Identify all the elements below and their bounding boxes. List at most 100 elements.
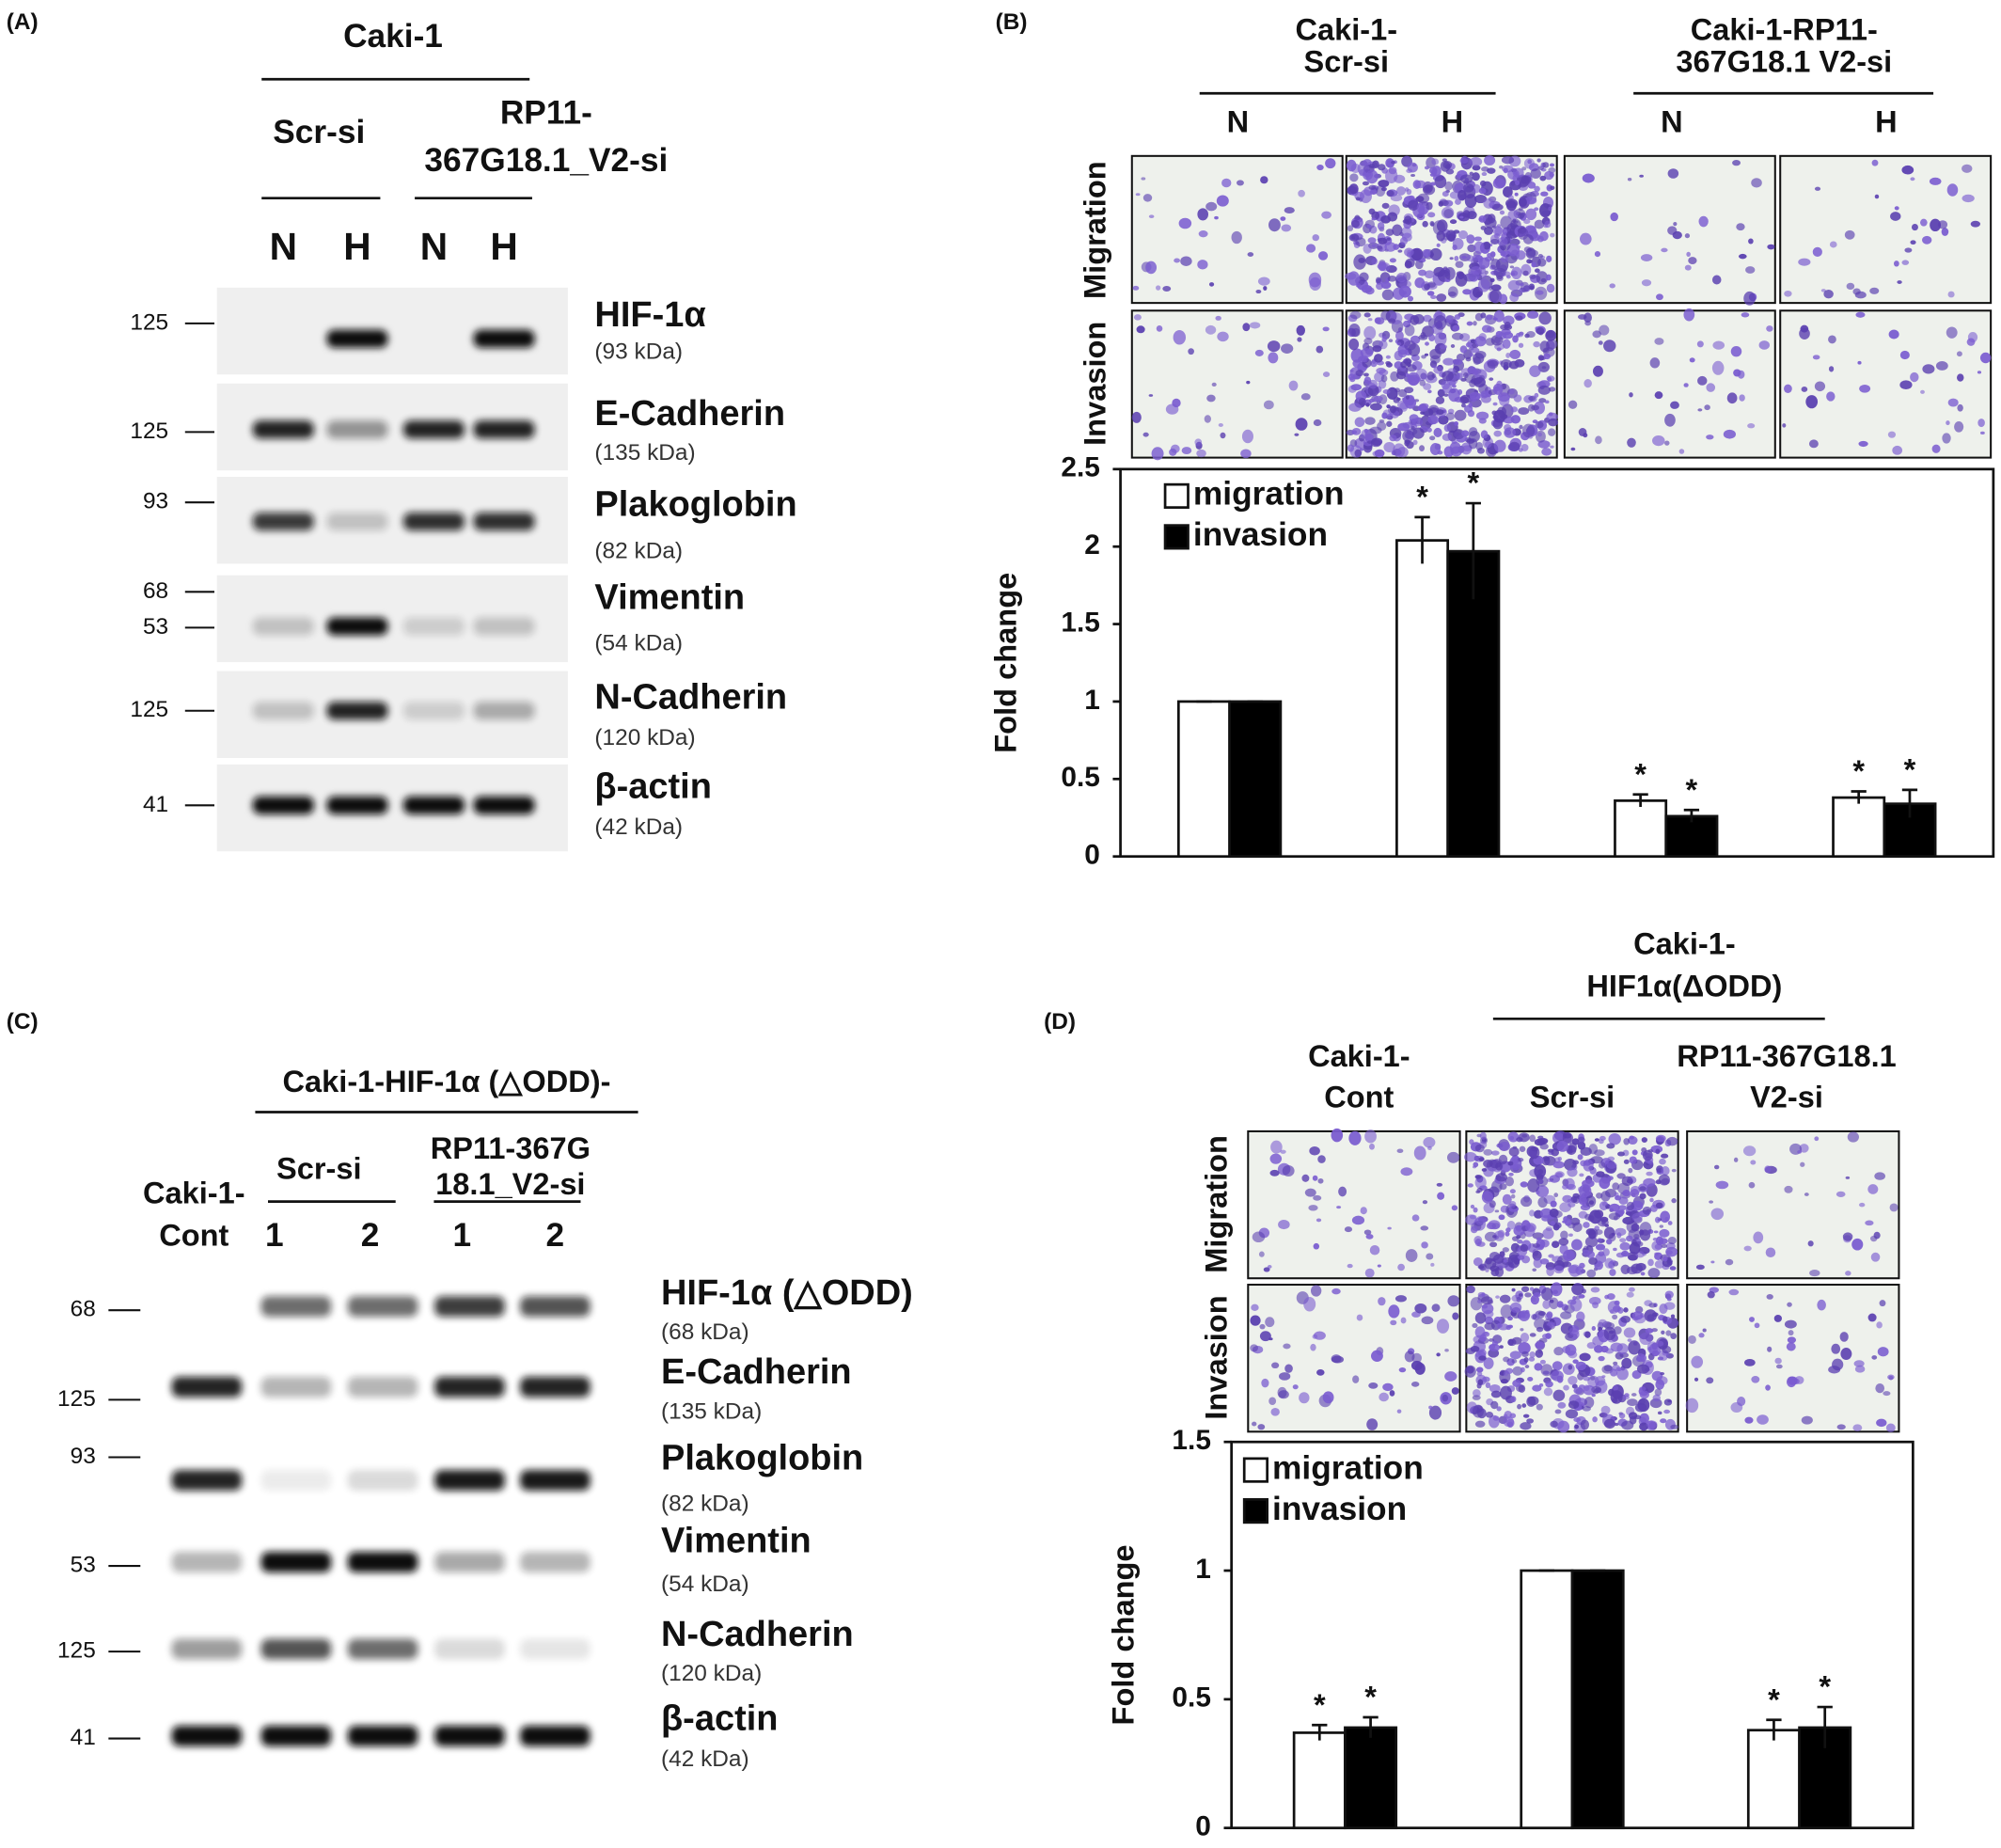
cell xyxy=(1141,177,1146,181)
cell xyxy=(1867,1313,1877,1322)
marker-label: 53 xyxy=(71,1552,96,1577)
cell xyxy=(1662,1345,1672,1354)
marker-label: 125 xyxy=(57,1386,96,1412)
cell xyxy=(1610,212,1618,222)
cell xyxy=(1544,400,1550,404)
cell xyxy=(1655,1134,1666,1143)
cell xyxy=(1453,229,1460,234)
protein-size: (120 kDa) xyxy=(594,725,695,750)
band xyxy=(326,796,388,814)
cell xyxy=(1449,219,1457,225)
cell xyxy=(1363,372,1369,377)
cell xyxy=(1582,1405,1591,1412)
cell xyxy=(1537,1137,1549,1145)
cell xyxy=(1268,218,1281,232)
cell xyxy=(1371,258,1379,265)
band xyxy=(171,1470,243,1491)
cell xyxy=(1518,407,1530,416)
cell xyxy=(1600,1191,1611,1202)
cell xyxy=(1609,1203,1620,1212)
cell xyxy=(1661,1243,1667,1249)
row-label: Migration xyxy=(1199,1135,1234,1273)
cell xyxy=(1475,411,1489,420)
cell xyxy=(1252,1231,1266,1243)
cell xyxy=(1773,1314,1782,1322)
cell xyxy=(1568,1350,1578,1359)
cell xyxy=(1567,1299,1577,1305)
cell xyxy=(1370,403,1382,411)
cell xyxy=(1751,178,1762,188)
micrograph xyxy=(1779,309,1993,459)
cell xyxy=(1250,1315,1261,1326)
cell xyxy=(1174,258,1181,263)
cell xyxy=(1736,223,1745,231)
cell xyxy=(1931,444,1941,453)
cell xyxy=(1499,394,1510,407)
cell xyxy=(1534,219,1545,229)
cell xyxy=(1361,356,1367,363)
cell xyxy=(1520,1311,1531,1319)
cell xyxy=(1640,1271,1646,1276)
cell xyxy=(1442,433,1453,441)
cell xyxy=(1349,173,1359,182)
cell xyxy=(1316,1369,1325,1376)
cell xyxy=(1787,1336,1797,1344)
cell xyxy=(1766,1293,1773,1300)
cell xyxy=(1519,197,1527,207)
cell xyxy=(1488,1220,1501,1230)
cell xyxy=(1527,159,1533,165)
band xyxy=(260,1470,332,1491)
cell xyxy=(1625,1210,1632,1216)
cell xyxy=(1757,1414,1769,1425)
cell xyxy=(1280,216,1286,221)
cell xyxy=(1270,1407,1280,1416)
cell xyxy=(1458,229,1468,240)
cell xyxy=(1217,331,1229,342)
cell xyxy=(1423,383,1432,390)
cell xyxy=(1583,1376,1591,1382)
cell xyxy=(1411,1214,1420,1222)
cell xyxy=(1434,315,1447,330)
cell xyxy=(1798,258,1811,266)
cell xyxy=(1284,1364,1293,1373)
cell xyxy=(1606,1293,1615,1301)
cell xyxy=(1550,445,1554,449)
cell xyxy=(1355,237,1366,247)
cell xyxy=(1683,308,1695,322)
protein-name: HIF-1α (△ODD) xyxy=(661,1273,913,1313)
cell xyxy=(1667,1237,1677,1245)
cell xyxy=(1499,1345,1504,1349)
band xyxy=(520,1638,591,1660)
cell xyxy=(1487,359,1499,369)
cell xyxy=(1653,1230,1659,1234)
cell xyxy=(1518,207,1523,212)
cell xyxy=(1388,1304,1400,1319)
cell xyxy=(1491,1340,1499,1347)
cell xyxy=(1574,1424,1579,1429)
cell xyxy=(1532,1250,1542,1261)
cell xyxy=(1526,331,1536,339)
cell xyxy=(1278,1372,1291,1381)
cell xyxy=(1473,1207,1478,1213)
lane-label: 2 xyxy=(546,1217,565,1254)
cell xyxy=(1490,1150,1500,1156)
cell xyxy=(1394,330,1404,341)
cell xyxy=(1539,1258,1550,1265)
cell xyxy=(1606,1161,1617,1169)
cell xyxy=(1427,389,1432,394)
cell xyxy=(1428,404,1440,413)
cell xyxy=(1510,1396,1517,1403)
band xyxy=(473,796,535,814)
cell xyxy=(1667,1221,1673,1225)
cell xyxy=(1394,361,1403,370)
cell xyxy=(1317,251,1329,261)
cell xyxy=(1480,430,1489,439)
cell xyxy=(1523,1357,1529,1363)
cell xyxy=(1483,1166,1494,1177)
cell xyxy=(1549,172,1555,178)
cell xyxy=(1678,449,1685,454)
cell xyxy=(1278,1219,1290,1230)
cell xyxy=(1613,1247,1617,1252)
cell xyxy=(1563,1249,1575,1262)
cell xyxy=(1483,1148,1493,1156)
